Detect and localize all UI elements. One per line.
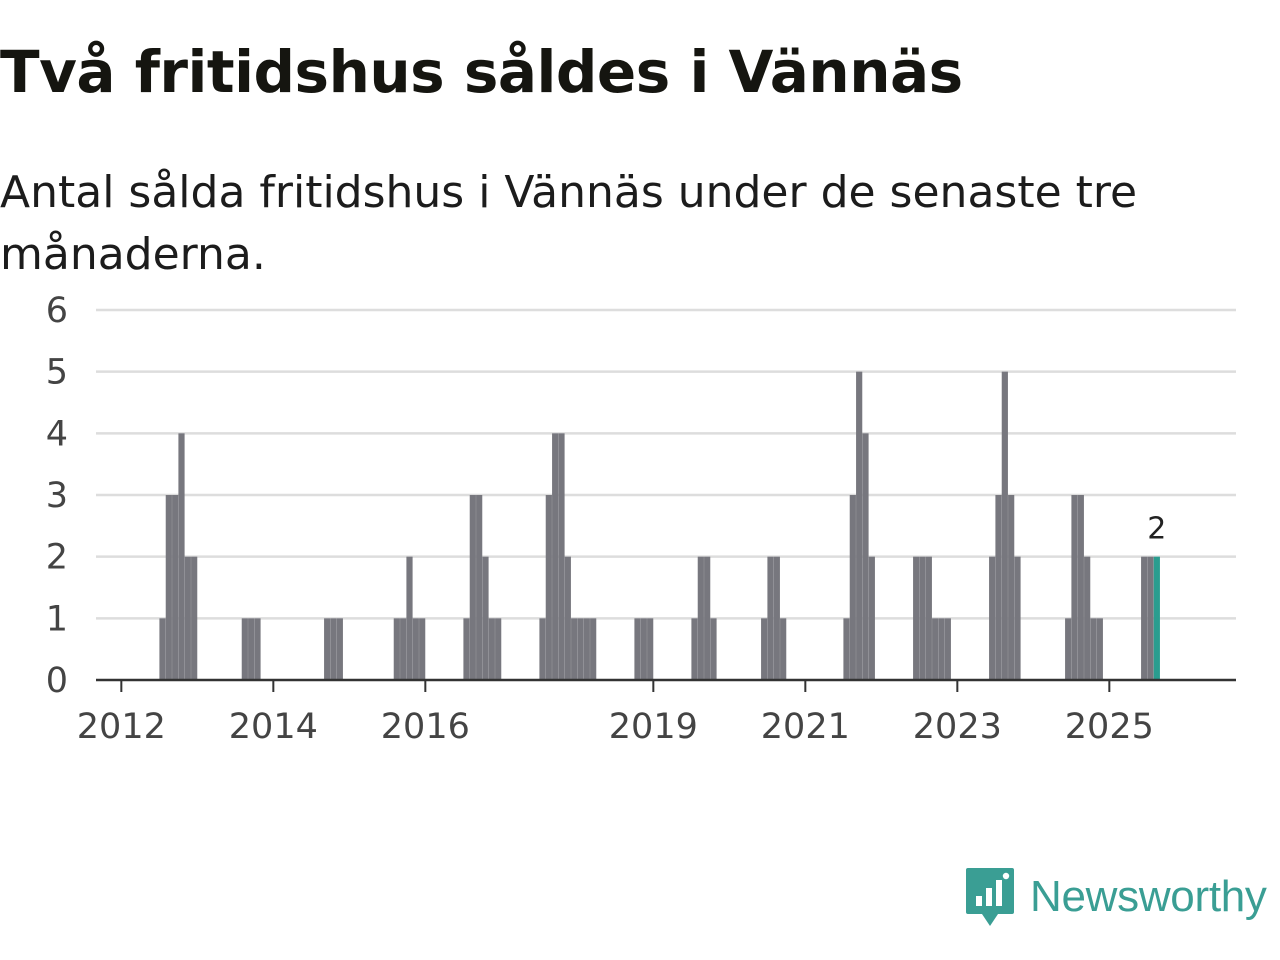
bar <box>495 618 502 680</box>
y-tick-label: 3 <box>46 476 68 516</box>
bar <box>773 556 780 680</box>
bar <box>330 618 337 680</box>
bar <box>634 618 641 680</box>
x-tick-label: 2019 <box>609 707 698 747</box>
bar <box>539 618 546 680</box>
y-tick-label: 2 <box>46 538 68 578</box>
bar <box>583 618 590 680</box>
bar <box>919 556 926 680</box>
x-tick-label: 2014 <box>229 707 318 747</box>
bar <box>1141 556 1148 680</box>
y-tick-label: 6 <box>46 291 68 331</box>
bar <box>932 618 939 680</box>
x-tick-label: 2023 <box>913 707 1002 747</box>
x-tick-label: 2016 <box>381 707 470 747</box>
highlight-value-label: 2 <box>1147 512 1166 547</box>
bar <box>571 618 578 680</box>
y-tick-label: 0 <box>46 661 68 701</box>
bar <box>1065 618 1072 680</box>
bar <box>697 556 704 680</box>
bar <box>476 495 483 680</box>
bar <box>925 556 932 680</box>
bar <box>469 495 476 680</box>
bar <box>393 618 400 680</box>
bar <box>843 618 850 680</box>
bar <box>989 556 996 680</box>
bar <box>191 556 198 680</box>
bar <box>406 556 413 680</box>
brand-name: Newsworthy <box>1030 872 1267 921</box>
y-tick-label: 1 <box>46 599 68 639</box>
chart-title: Två fritidshus såldes i Vännäs <box>0 38 963 106</box>
bar <box>995 495 1002 680</box>
bar <box>862 433 869 680</box>
bar <box>463 618 470 680</box>
bar <box>704 556 711 680</box>
bar <box>412 618 419 680</box>
bar <box>590 618 597 680</box>
bar <box>482 556 489 680</box>
bar <box>241 618 248 680</box>
y-tick-label: 4 <box>46 414 68 454</box>
bar <box>248 618 255 680</box>
bar <box>172 495 179 680</box>
x-axis: 2012 2014 2016 2019 2021 2023 2025 <box>77 678 1236 747</box>
brand-logo: Newsworthy <box>964 864 1267 930</box>
bar <box>488 618 495 680</box>
bar <box>1084 556 1091 680</box>
newsworthy-logo-icon <box>966 868 1014 926</box>
x-tick-label: 2012 <box>77 707 166 747</box>
bar <box>640 618 647 680</box>
bar <box>178 433 185 680</box>
bar <box>856 371 863 680</box>
bar <box>552 433 559 680</box>
y-axis: 0 1 2 3 4 5 6 <box>46 291 68 701</box>
bar-chart: 0 1 2 3 4 5 6 2012 2014 2016 2019 2021 2023 2025 2 <box>46 291 1236 747</box>
bar <box>710 618 717 680</box>
bar <box>691 618 698 680</box>
bar <box>944 618 951 680</box>
bar <box>1071 495 1078 680</box>
bar <box>1077 495 1084 680</box>
gridlines <box>96 308 1236 620</box>
chart-subtitle: Antal sålda fritidshus i Vännäs under de… <box>0 167 1138 280</box>
bar <box>767 556 774 680</box>
bar <box>1014 556 1021 680</box>
x-tick-label: 2025 <box>1065 707 1154 747</box>
y-tick-label: 5 <box>46 353 68 393</box>
bar <box>647 618 654 680</box>
bar <box>336 618 343 680</box>
bar <box>1147 556 1154 680</box>
bar <box>558 433 565 680</box>
bar <box>780 618 787 680</box>
x-tick-label: 2021 <box>761 707 850 747</box>
bar <box>159 618 166 680</box>
data-labels: 2 <box>1147 512 1166 547</box>
bars <box>159 371 1160 680</box>
bar <box>1090 618 1097 680</box>
highlight-bar <box>1153 556 1160 680</box>
bar <box>868 556 875 680</box>
bar <box>761 618 768 680</box>
bar <box>545 495 552 680</box>
bar <box>1008 495 1015 680</box>
bar <box>324 618 331 680</box>
bar <box>419 618 426 680</box>
bar <box>913 556 920 680</box>
bar <box>400 618 407 680</box>
bar <box>849 495 856 680</box>
bar <box>1096 618 1103 680</box>
bar <box>564 556 571 680</box>
bar <box>165 495 172 680</box>
bar <box>184 556 191 680</box>
bar <box>938 618 945 680</box>
bar <box>1001 371 1008 680</box>
bar <box>254 618 261 680</box>
bar <box>577 618 584 680</box>
